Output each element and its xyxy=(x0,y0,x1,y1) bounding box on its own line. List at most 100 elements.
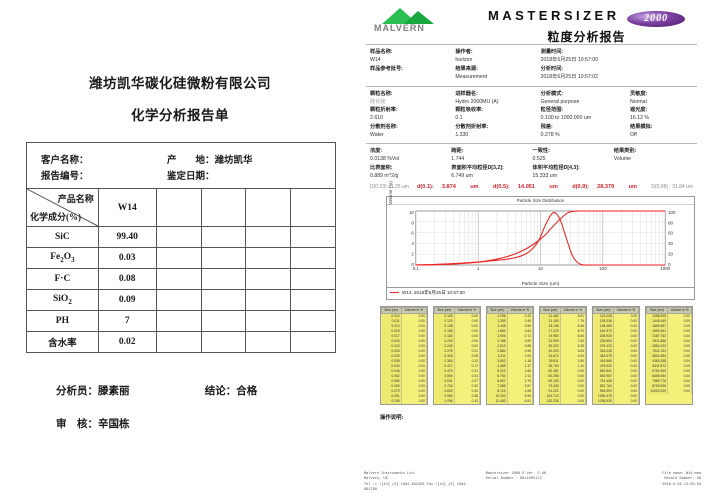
volume-cell: 0.00 xyxy=(454,338,481,344)
data-table-row: 1.259 0.49 xyxy=(487,318,534,324)
data-table-row: 0.158 0.00 xyxy=(434,328,481,334)
data-table-row: 1.096 0.43 xyxy=(434,398,481,404)
size-cell: 0.316 xyxy=(434,353,455,359)
svg-text:100: 100 xyxy=(599,266,607,271)
report-cn-title: 粒度分析报告 xyxy=(547,29,626,44)
size-cell: 0.724 xyxy=(434,383,455,389)
data-table-row: 0.138 0.00 xyxy=(434,323,481,329)
data-table-row: 60.256 0.00 xyxy=(540,373,587,379)
volume-cell: 0.00 xyxy=(560,388,587,394)
size-cell: 181.970 xyxy=(593,328,614,334)
data-table: Size (um) Volume In % 1258.925 0.00 1445.440… xyxy=(645,305,693,405)
size-cell: 19.953 xyxy=(540,333,561,339)
conclusion-label: 结论：合格 xyxy=(204,386,258,397)
size-column-header: Size (um) xyxy=(381,306,402,314)
volume-cell: 2.50 xyxy=(560,358,587,364)
data-table-row: 0.017 0.00 xyxy=(381,333,428,339)
volume-cell: 4.58 xyxy=(507,388,534,394)
data-table-row: 2.884 0.96 xyxy=(487,348,534,354)
result-source-label: 结果来源: xyxy=(455,66,478,73)
data-table: Size (um) Volume In % 0.010 0.00 0.011 0.00 0.… xyxy=(380,305,428,405)
measure-time-label: 测量时间: xyxy=(540,49,564,55)
malvern-logo: MALVERN xyxy=(374,8,452,33)
empty-cell xyxy=(155,268,202,290)
volume-cell: 0.00 xyxy=(401,343,428,349)
size-cell: 0.069 xyxy=(381,383,402,389)
size-cell: 2.188 xyxy=(487,338,508,344)
model-badge: 2000 xyxy=(627,10,686,27)
data-table-row: 0.052 0.00 xyxy=(381,373,428,379)
empty-cell xyxy=(245,310,292,332)
volume-cell: 7.54 xyxy=(560,338,587,344)
volume-column-header: Volume In % xyxy=(612,306,640,314)
volume-cell: 0.00 xyxy=(401,328,428,334)
volume-cell: 0.00 xyxy=(560,383,587,389)
results-row-1: 浓度: 0.0138 %Vol 跨距: 1.744 一致性: 0.525 结果类… xyxy=(364,144,699,164)
data-table-row: 1096.478 0.00 xyxy=(593,393,640,399)
data-table-row: 363.078 0.00 xyxy=(593,353,640,359)
volume-cell: 0.30 xyxy=(454,383,481,389)
volume-cell: 1.66 xyxy=(507,368,534,374)
size-cell: 91.201 xyxy=(540,388,561,394)
size-cell: 2884.032 xyxy=(646,343,668,349)
data-table-row: 3.802 1.18 xyxy=(487,358,534,364)
empty-cell xyxy=(290,310,336,332)
size-cell: 1.096 xyxy=(434,398,455,404)
volume-cell: 0.00 xyxy=(560,398,587,404)
data-table-row: 1659.587 0.00 xyxy=(646,323,692,329)
volume-cell: 0.00 xyxy=(560,378,587,384)
data-table-row: 0.363 0.12 xyxy=(434,358,481,364)
divider xyxy=(366,86,697,88)
svg-text:6: 6 xyxy=(411,231,414,236)
volume-cell: 0.00 xyxy=(667,363,692,369)
data-table-row: 5.754 2.11 xyxy=(487,373,534,379)
sensitivity-value: Normal xyxy=(630,99,647,106)
data-table-header: Size (um) Volume In % xyxy=(593,306,640,314)
d10-unit: um xyxy=(470,183,479,190)
uniformity-label: 一致性: xyxy=(532,147,550,154)
size-cell: 0.079 xyxy=(381,388,402,394)
size-cell: 138.038 xyxy=(593,318,614,324)
svg-text:20: 20 xyxy=(668,251,673,256)
data-table-row: 0.479 0.21 xyxy=(434,368,481,374)
data-table-row: 3311.311 0.00 xyxy=(646,348,692,354)
data-table-row: 4.365 1.37 xyxy=(487,363,534,369)
size-cell: 0.011 xyxy=(381,318,402,324)
data-table-row: 0.120 0.00 xyxy=(434,318,481,324)
volume-cell: 0.00 xyxy=(401,318,428,324)
row-value: 0.02 xyxy=(97,331,157,353)
volume-cell: 0.00 xyxy=(401,363,428,369)
volume-column-header: Volume In % xyxy=(559,306,587,314)
size-cell: 549.541 xyxy=(593,368,614,374)
residual-label: 残差: xyxy=(540,123,553,130)
size-cell: 104.713 xyxy=(540,393,561,399)
data-table-row: 3.311 1.05 xyxy=(487,353,534,359)
data-table-row: 208.930 0.00 xyxy=(593,333,640,339)
empty-cell xyxy=(200,268,247,290)
row-value: 0.09 xyxy=(97,289,157,311)
surface-area-label: 比表面积: xyxy=(370,164,393,171)
data-table-row: 2.188 0.80 xyxy=(487,338,534,344)
data-table-row: 0.631 0.27 xyxy=(434,378,481,384)
data-table-row: 1.445 0.56 xyxy=(487,323,534,329)
volume-column-header: Volume In % xyxy=(506,306,534,314)
analyst-label: 分析员：滕素丽 xyxy=(56,386,130,397)
size-cell: 630.957 xyxy=(593,373,614,379)
data-table-row: 8.710 4.58 xyxy=(487,388,534,394)
volume-cell: 0.00 xyxy=(401,393,428,399)
data-table-row: 39.811 2.50 xyxy=(540,358,587,364)
size-cell: 7.586 xyxy=(487,383,508,389)
size-cell: 34.674 xyxy=(540,353,561,359)
reviewer-row: 审 核：辛国栋 xyxy=(56,416,360,431)
data-table-row: 1.660 0.64 xyxy=(487,328,534,334)
size-cell: 13.183 xyxy=(540,318,561,324)
data-table-row: 138.038 0.00 xyxy=(593,318,640,324)
volume-cell: 6.35 xyxy=(560,343,587,349)
data-table-row: 0.013 0.00 xyxy=(381,323,428,329)
volume-cell: 0.00 xyxy=(401,333,428,339)
data-table-header: Size (um) Volume In % xyxy=(540,306,587,314)
size-cell: 7585.776 xyxy=(646,378,668,384)
empty-cell xyxy=(245,188,292,227)
volume-cell: 0.00 xyxy=(667,378,692,384)
volume-cell: 0.00 xyxy=(667,388,692,394)
